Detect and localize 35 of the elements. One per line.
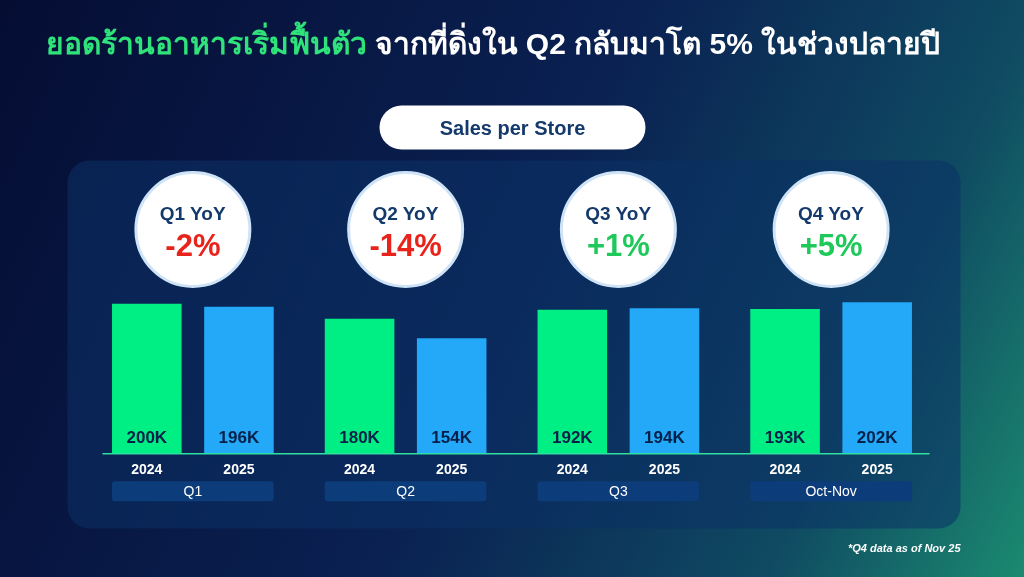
- text: 2024: [343, 460, 376, 477]
- series-label: 2024: [131, 460, 163, 477]
- text: Q3 YoY +1%: [585, 203, 652, 263]
- text: Q1 YoY -2%: [159, 203, 226, 263]
- text: 2024: [556, 460, 588, 477]
- text: 2025: [861, 460, 893, 477]
- x-tick-label: Q1: [183, 483, 203, 500]
- bar: [537, 309, 608, 454]
- bar: [204, 306, 274, 454]
- text: 2025: [436, 460, 468, 477]
- text: 2025: [648, 460, 681, 477]
- bar: [112, 303, 182, 454]
- data-label: 196K: [218, 428, 260, 447]
- text: Q2 YoY -14%: [369, 203, 442, 263]
- x-tick-label: Oct-Nov: [805, 483, 857, 500]
- data-label: 192K: [551, 428, 594, 447]
- data-label: 180K: [339, 428, 381, 447]
- bar: [416, 338, 487, 454]
- x-tick-label: Q3: [609, 483, 628, 500]
- data-label: 154K: [431, 428, 473, 447]
- text: *Q4 data as of Nov 25: [848, 541, 962, 554]
- bar: [750, 309, 820, 454]
- data-label: 202K: [856, 428, 899, 447]
- text: 2024: [769, 460, 801, 477]
- series-label: 2025: [223, 460, 255, 477]
- chart-title: ยอดร้านอาหารเริ่มฟื้นตัว จากที่ดิ่งใน Q2 กลับมาโต 5% ในช่วงปลายปี: [45, 21, 941, 60]
- x-tick-label: Q2: [396, 483, 416, 500]
- bar: [324, 318, 395, 454]
- data-label: 193K: [764, 428, 807, 447]
- data-label: 200K: [126, 428, 168, 447]
- chart-subtitle: Sales per Store: [439, 116, 586, 139]
- bar: [842, 302, 912, 454]
- bar: [629, 308, 700, 454]
- text: Q4 YoY +5%: [798, 203, 865, 263]
- data-label: 194K: [644, 428, 686, 447]
